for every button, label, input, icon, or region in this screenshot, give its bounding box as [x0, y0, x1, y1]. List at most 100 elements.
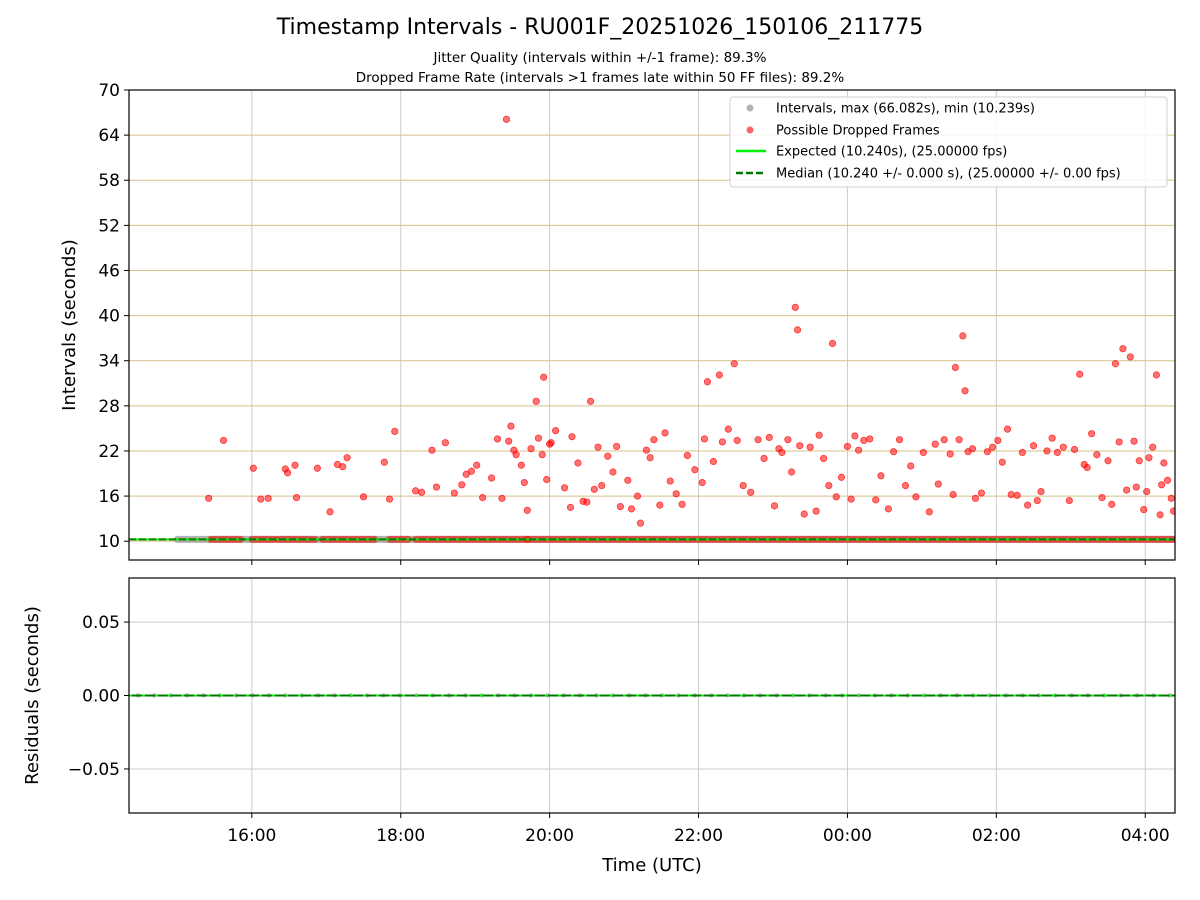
y-tick-label: −0.05 — [68, 760, 120, 780]
dropped-frame-point — [1163, 476, 1172, 484]
dropped-frame-point — [462, 470, 470, 478]
panel-intervals-panel: 10 16 22 28 34 40 46 52 58 64 70 Intervals (seconds… — [59, 81, 1176, 565]
dropped-frame-point — [949, 490, 957, 499]
dropped-frame-point — [616, 503, 624, 511]
x-tick-label: 18:00 — [376, 826, 425, 846]
dropped-frame-point — [1157, 481, 1166, 489]
dropped-frame-point — [566, 503, 575, 511]
dropped-frame-point — [860, 436, 868, 445]
dropped-frame-point — [961, 387, 969, 395]
dropped-frame-point — [1126, 353, 1134, 361]
legend-label: Median (10.240 +/- 0.000 s), (25.00000 +… — [776, 167, 1121, 182]
dropped-frame-point — [1093, 451, 1101, 459]
dropped-frame-point — [291, 461, 299, 469]
dropped-frame-point — [594, 443, 602, 451]
dropped-frame-point — [1007, 490, 1015, 499]
dropped-frame-point — [872, 496, 880, 504]
dropped-frame-point — [672, 490, 680, 498]
dropped-frame-point — [1070, 445, 1079, 454]
y-tick-label: 52 — [98, 216, 120, 236]
legend-label: Intervals, max (66.082s), min (10.239s) — [776, 102, 1035, 117]
dropped-frame-point — [754, 436, 762, 444]
axes-frame — [128, 89, 1176, 561]
dropped-frame-point — [507, 422, 515, 430]
dropped-frame-point — [1152, 371, 1160, 379]
y-tick-label: 28 — [98, 397, 120, 417]
dropped-frame-point — [412, 487, 420, 495]
x-tick-label: 16:00 — [227, 826, 276, 846]
dropped-frame-point — [901, 481, 910, 490]
y-tick-label: 70 — [98, 81, 120, 101]
dropped-frame-point — [1104, 457, 1112, 465]
dropped-frame-point — [825, 481, 833, 490]
dropped-frame-point — [487, 474, 496, 482]
dropped-frame-point — [1108, 500, 1116, 508]
dropped-frame-point — [656, 501, 664, 509]
dropped-frame-point — [698, 478, 706, 487]
dropped-frame-point — [1169, 507, 1175, 515]
dropped-frame-point — [787, 468, 796, 476]
dropped-frame-point — [264, 494, 272, 502]
dropped-frame-point — [700, 435, 709, 443]
y-tick-label: 34 — [98, 352, 120, 372]
dropped-frame-point — [1098, 493, 1106, 502]
dropped-frame-point — [994, 436, 1002, 445]
dropped-frame-point — [598, 481, 606, 490]
dropped-frame-point — [718, 438, 726, 446]
dropped-frame-point — [1037, 487, 1045, 496]
dropped-frame-point — [517, 461, 525, 469]
dropped-frame-point — [590, 485, 598, 493]
dropped-frame-point — [989, 443, 997, 451]
dropped-frame-point — [806, 443, 814, 451]
dropped-frame-point — [523, 506, 531, 514]
dropped-frame-point — [1003, 425, 1012, 433]
dropped-frame-point — [1083, 463, 1091, 472]
dropped-frame-point — [1130, 437, 1138, 445]
dropped-frame-point — [636, 519, 645, 527]
dropped-frame-point — [866, 435, 874, 443]
dropped-frame-point — [1115, 438, 1123, 446]
dropped-frame-point — [1065, 496, 1073, 505]
dropped-frame-point — [428, 446, 436, 454]
y-tick-label: 0.05 — [82, 613, 120, 633]
dropped-frame-point — [1048, 434, 1056, 442]
dropped-frame-point — [959, 332, 967, 340]
dropped-frame-point — [747, 488, 755, 496]
dropped-frame-point — [1167, 494, 1175, 502]
dropped-frame-point — [540, 373, 548, 381]
dropped-frame-point — [1149, 443, 1157, 451]
x-tick-label: 20:00 — [525, 826, 574, 846]
dropped-frame-point — [441, 439, 450, 447]
dropped-frame-point — [715, 371, 723, 379]
dropped-frame-point — [940, 436, 948, 444]
dropped-frame-point — [955, 436, 963, 444]
dropped-frame-point — [815, 431, 823, 439]
y-tick-label: 10 — [98, 532, 120, 552]
dropped-frame-point — [703, 378, 712, 386]
dropped-frame-point — [1156, 511, 1164, 519]
dropped-frame-point — [534, 434, 543, 442]
dropped-frame-point — [1160, 459, 1168, 467]
dropped-frame-point — [1111, 360, 1120, 368]
y-tick-label: 64 — [98, 126, 120, 146]
dropped-frame-point — [385, 495, 394, 503]
dropped-frame-point — [1013, 491, 1021, 499]
dropped-frame-point — [574, 459, 582, 467]
dropped-frame-point — [889, 448, 898, 456]
dropped-frame-point — [739, 481, 747, 490]
dropped-frame-point — [931, 440, 939, 448]
dropped-frame-point — [609, 468, 617, 476]
dropped-frame-point — [1033, 496, 1041, 505]
dropped-frame-point — [543, 475, 551, 484]
y-tick-label: 16 — [98, 487, 120, 507]
dropped-frame-point — [784, 436, 792, 444]
dropped-frame-point — [971, 494, 980, 502]
dropped-frame-point — [1018, 448, 1026, 457]
dropped-frame-point — [847, 495, 855, 503]
dropped-frame-point — [796, 442, 804, 450]
y-tick-label: 40 — [98, 307, 120, 327]
dropped-frame-point — [257, 495, 265, 503]
dropped-frame-point — [884, 505, 892, 513]
dropped-frame-point — [983, 448, 991, 456]
dropped-frame-point — [583, 498, 591, 506]
